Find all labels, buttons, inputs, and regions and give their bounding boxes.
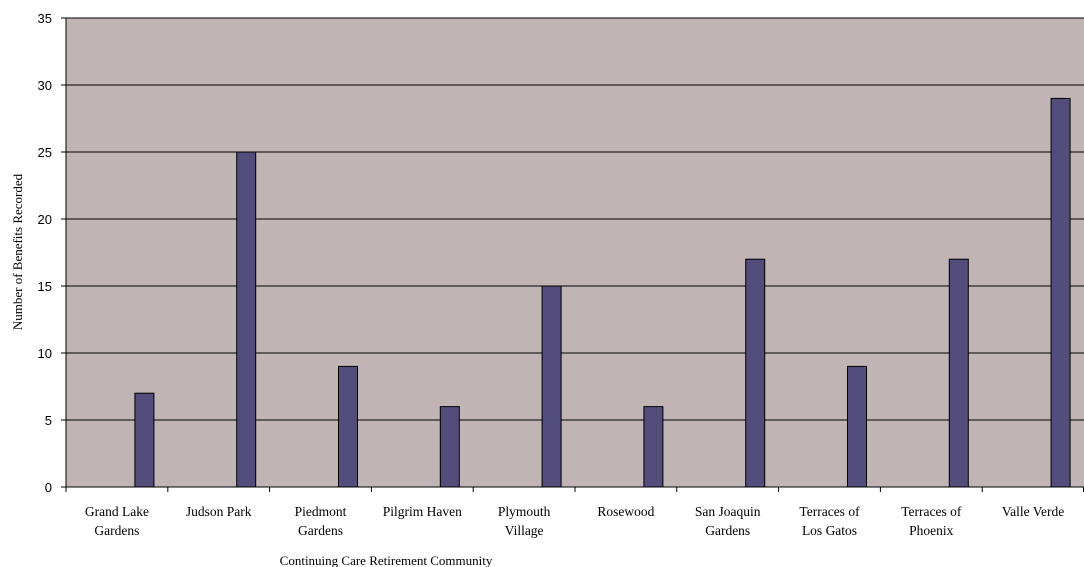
x-category-label-line: Plymouth xyxy=(498,504,551,519)
y-tick-label: 10 xyxy=(38,346,52,361)
bar xyxy=(1050,97,1071,488)
bar xyxy=(745,258,766,488)
axes xyxy=(65,18,1084,492)
bar xyxy=(134,392,155,488)
y-tick-label: 0 xyxy=(45,480,52,495)
x-category-label: Terraces of Phoenix xyxy=(901,504,962,538)
x-category-label-line: Terraces of xyxy=(901,504,962,519)
x-category-label-line: Los Gatos xyxy=(802,523,857,538)
bar xyxy=(948,258,969,488)
x-category-label-line: Village xyxy=(505,523,544,538)
y-tick-label: 15 xyxy=(38,279,52,294)
y-tick-label: 25 xyxy=(38,145,52,160)
x-category-label: Valle Verde xyxy=(1002,504,1064,519)
x-category-label-line: Grand Lake xyxy=(85,504,149,519)
x-category-label-line: Phoenix xyxy=(909,523,954,538)
x-category-label-line: Gardens xyxy=(94,523,139,538)
y-tick-label: 5 xyxy=(45,413,52,428)
y-tick-labels: 0 5 10 15 20 25 30 35 xyxy=(38,11,66,495)
bar xyxy=(338,365,358,488)
x-category-label-line: Piedmont xyxy=(295,504,347,519)
y-tick-label: 35 xyxy=(38,11,52,26)
x-category-label-line: Gardens xyxy=(705,523,750,538)
x-category-label: Plymouth Village xyxy=(498,504,551,538)
x-axis-title: Continuing Care Retirement Community xyxy=(280,553,493,567)
x-category-label-line: Pilgrim Haven xyxy=(383,504,462,519)
bars xyxy=(134,97,1071,488)
y-tick-label: 30 xyxy=(38,78,52,93)
gridlines xyxy=(66,17,1084,421)
x-category-label: Rosewood xyxy=(597,504,654,519)
bar xyxy=(439,406,460,488)
x-category-label-line: Gardens xyxy=(298,523,343,538)
x-category-labels: Grand Lake Gardens Judson Park Piedmont Gard… xyxy=(85,504,1064,538)
y-axis-title: Number of Benefits Recorded xyxy=(10,173,25,330)
x-category-label-line: Rosewood xyxy=(597,504,654,519)
x-category-label: Judson Park xyxy=(186,504,252,519)
x-category-label-line: Valle Verde xyxy=(1002,504,1064,519)
bar xyxy=(847,365,867,488)
bar xyxy=(643,406,664,488)
bar xyxy=(236,151,257,488)
x-category-label: Terraces of Los Gatos xyxy=(799,504,860,538)
x-category-label-line: San Joaquin xyxy=(695,504,761,519)
x-category-label-line: Judson Park xyxy=(186,504,252,519)
x-category-label: San Joaquin Gardens xyxy=(695,504,761,538)
y-tick-label: 20 xyxy=(38,212,52,227)
plot-area xyxy=(66,18,1084,487)
x-category-label: Pilgrim Haven xyxy=(383,504,462,519)
x-category-label-line: Terraces of xyxy=(799,504,860,519)
x-category-label: Piedmont Gardens xyxy=(295,504,347,538)
bar xyxy=(541,285,562,488)
x-category-label: Grand Lake Gardens xyxy=(85,504,149,538)
